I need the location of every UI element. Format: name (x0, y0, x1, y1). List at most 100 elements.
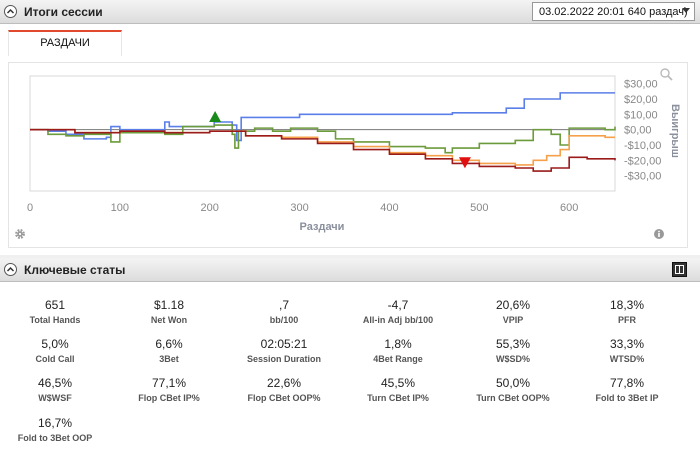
chevron-down-icon (682, 8, 690, 13)
stat-value: 6,6% (155, 337, 183, 351)
session-panel-header: Итоги сессии 03.02.2022 20:01 640 раздач… (0, 0, 700, 24)
tab-hands[interactable]: РАЗДАЧИ (8, 30, 122, 56)
stat-label: Fold to 3Bet IP (595, 393, 659, 403)
stat-item: 45,5% Turn CBet IP% (343, 376, 453, 403)
stat-value: 77,1% (151, 376, 187, 390)
stat-item: 55,3% W$SD% (458, 337, 568, 364)
min-marker (458, 157, 471, 169)
y-tick-label: -$10,00 (624, 140, 661, 152)
y-tick-label: $10,00 (624, 109, 658, 121)
stat-label: Session Duration (246, 354, 321, 364)
stat-label: Turn CBet IP% (367, 393, 429, 403)
stat-label: Fold to 3Bet OOP (17, 433, 93, 443)
stat-value: 5,0% (41, 337, 69, 351)
stat-label: Turn CBet OOP% (476, 393, 550, 403)
series-line-3 (30, 128, 616, 172)
x-tick-label: 600 (560, 202, 578, 214)
y-axis-label: Выигрыш (669, 104, 681, 158)
key-stats-panel-header: Ключевые статы (0, 258, 700, 282)
winnings-chart: 0 100 200 300 400 500 600 $30,00 $20,00 $10,00 $0… (15, 68, 681, 239)
y-tick-label: -$30,00 (624, 171, 661, 183)
stat-item: 6,6% 3Bet (114, 337, 224, 364)
stat-value: 22,6% (266, 376, 302, 390)
stat-item: $1.18 Net Won (114, 298, 224, 325)
stat-value: 77,8% (609, 376, 645, 390)
stat-label: Flop CBet IP% (138, 393, 200, 403)
stat-item: 18,3% PFR (572, 298, 682, 325)
x-tick-label: 400 (380, 202, 398, 214)
y-tick-label: $30,00 (624, 79, 658, 91)
y-tick-label: -$20,00 (624, 155, 661, 167)
stat-item: 46,5% W$WSF (0, 376, 110, 403)
stat-item: 02:05:21 Session Duration (229, 337, 339, 364)
session-select-value: 03.02.2022 20:01 640 раздач) (539, 6, 688, 18)
stat-value: 651 (44, 298, 66, 312)
key-stats-grid: 651 Total Hands $1.18 Net Won ,7 bb/100 -4,7 Al… (0, 282, 700, 452)
stat-label: Cold Call (35, 354, 75, 364)
stat-label: bb/100 (269, 315, 299, 325)
collapse-stats-button[interactable] (4, 263, 17, 276)
chart-area: 0 100 200 300 400 500 600 $30,00 $20,00 $10,00 $0… (0, 56, 700, 255)
zoom-icon[interactable] (660, 68, 673, 81)
series-line-1 (30, 124, 616, 154)
y-tick-label: $20,00 (624, 94, 658, 106)
stat-label: W$WSF (38, 393, 72, 403)
stat-value: 45,5% (380, 376, 416, 390)
x-tick-label: 200 (201, 202, 219, 214)
stat-label: Total Hands (29, 315, 81, 325)
series-line-2 (30, 128, 615, 166)
stat-value: 46,5% (37, 376, 73, 390)
stat-value: 55,3% (495, 337, 531, 351)
x-tick-label: 500 (470, 202, 488, 214)
series-line-0 (30, 92, 615, 142)
stat-label: 3Bet (159, 354, 179, 364)
chevron-up-icon (6, 266, 15, 272)
x-tick-label: 0 (27, 202, 33, 214)
stat-label: All-in Adj bb/100 (362, 315, 434, 325)
stat-item: 16,7% Fold to 3Bet OOP (0, 416, 110, 443)
session-select[interactable]: 03.02.2022 20:01 640 раздач) (532, 2, 695, 21)
stat-value: 18,3% (609, 298, 645, 312)
stat-item: 1,8% 4Bet Range (343, 337, 453, 364)
stat-item: -4,7 All-in Adj bb/100 (343, 298, 453, 325)
stat-value: 02:05:21 (260, 337, 308, 351)
stat-item: 77,8% Fold to 3Bet IP (572, 376, 682, 403)
stat-value: 20,6% (495, 298, 531, 312)
stat-value: -4,7 (387, 298, 409, 312)
info-icon[interactable] (654, 229, 664, 239)
stat-value: 33,3% (609, 337, 645, 351)
stat-item: 33,3% WTSD% (572, 337, 682, 364)
chevron-up-icon (6, 8, 15, 14)
session-panel-title: Итоги сессии (24, 5, 103, 19)
key-stats-panel-title: Ключевые статы (24, 263, 126, 277)
stat-value: 1,8% (384, 337, 412, 351)
stat-item: ,7 bb/100 (229, 298, 339, 325)
stat-item: 5,0% Cold Call (0, 337, 110, 364)
stat-value: $1.18 (153, 298, 185, 312)
stat-value: ,7 (278, 298, 289, 312)
tab-bar: РАЗДАЧИ (0, 24, 700, 56)
stat-item: 22,6% Flop CBet OOP% (229, 376, 339, 403)
y-tick-label: $0,00 (624, 125, 652, 137)
stat-item: 77,1% Flop CBet IP% (114, 376, 224, 403)
columns-layout-button[interactable] (672, 262, 687, 277)
max-marker (209, 111, 222, 122)
x-tick-label: 100 (111, 202, 129, 214)
stat-item: 20,6% VPIP (458, 298, 568, 325)
columns-icon (675, 265, 684, 274)
plot-border (29, 75, 616, 192)
settings-gear-icon[interactable] (15, 229, 25, 239)
stat-label: W$SD% (495, 354, 530, 364)
stat-item: 651 Total Hands (0, 298, 110, 325)
stat-value: 16,7% (37, 416, 73, 430)
stat-label: WTSD% (609, 354, 645, 364)
chart-frame (8, 62, 688, 248)
stat-label: 4Bet Range (373, 354, 423, 364)
stat-label: PFR (618, 315, 636, 325)
stat-label: VPIP (502, 315, 524, 325)
x-tick-label: 300 (290, 202, 308, 214)
collapse-session-button[interactable] (4, 5, 17, 18)
stat-label: Flop CBet OOP% (247, 393, 321, 403)
stat-item: 50,0% Turn CBet OOP% (458, 376, 568, 403)
stat-value: 50,0% (495, 376, 531, 390)
